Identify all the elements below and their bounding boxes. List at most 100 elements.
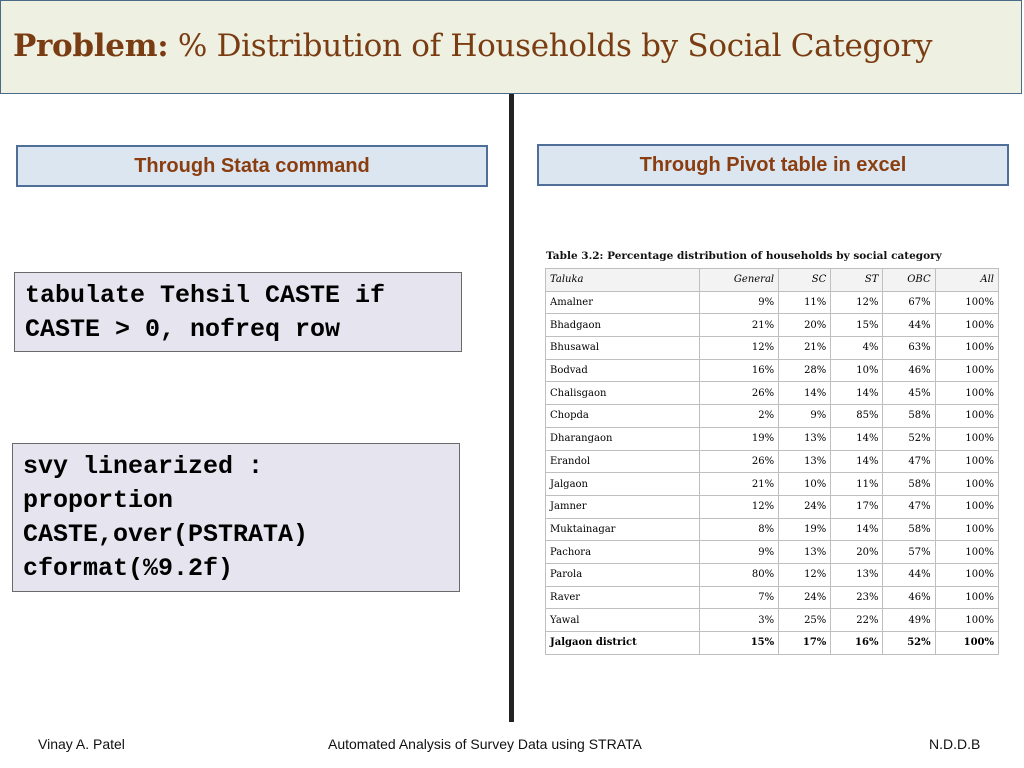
table-cell: 20% (830, 540, 884, 564)
table-cell: 7% (698, 585, 780, 610)
table-cell: 11% (830, 472, 884, 496)
table-cell: Chalisgaon (545, 381, 700, 406)
table-cell: 58% (882, 404, 936, 428)
table-cell: 85% (830, 404, 884, 428)
table-cell: 80% (698, 562, 780, 587)
table-cell: 14% (830, 517, 884, 542)
table-cell: 26% (698, 449, 780, 474)
table-cell: 100% (934, 426, 1000, 451)
table-cell: 14% (830, 449, 884, 474)
table-cell: Parola (545, 562, 700, 587)
table-cell: 100% (934, 562, 1000, 587)
footer-title: Automated Analysis of Survey Data using … (328, 736, 642, 752)
table-cell: 52% (882, 426, 936, 451)
pivot-header: Through Pivot table in excel (537, 144, 1009, 186)
footer-author: Vinay A. Patel (38, 736, 125, 752)
table-cell: 9% (778, 404, 832, 428)
title-text: % Distribution of Households by Social C… (168, 28, 933, 64)
table-cell: 100% (934, 290, 1000, 315)
table-cell: Bhusawal (545, 336, 700, 360)
table-row: Dharangaon 19% 13% 14% 52% 100% (545, 426, 1000, 451)
table-row: Chopda 2% 9% 85% 58% 100% (545, 404, 1000, 428)
table-row: Jamner 12% 24% 17% 47% 100% (545, 494, 1000, 519)
table-cell: 19% (698, 426, 780, 451)
slide-title: Problem: % Distribution of Households by… (13, 28, 932, 64)
table-cell: 24% (778, 585, 832, 610)
table-cell: 23% (830, 585, 884, 610)
table-cell: Pachora (545, 540, 700, 564)
table-cell: 13% (778, 449, 832, 474)
table-cell: 49% (882, 608, 936, 632)
table-cell: 100% (934, 381, 1000, 406)
table-cell: 21% (698, 472, 780, 496)
table-cell: 17% (830, 494, 884, 519)
table-cell: 58% (882, 472, 936, 496)
table-row: Parola 80% 12% 13% 44% 100% (545, 562, 1000, 587)
table-row: Yawal 3% 25% 22% 49% 100% (545, 608, 1000, 632)
table-cell: 25% (778, 608, 832, 632)
table-cell: 19% (778, 517, 832, 542)
table-cell: 52% (882, 631, 936, 655)
table-row: Erandol 26% 13% 14% 47% 100% (545, 449, 1000, 474)
table-cell: 100% (934, 449, 1000, 474)
table-cell: 100% (934, 358, 1000, 383)
column-header: General (698, 268, 780, 292)
column-header: All (934, 268, 1000, 292)
table-cell: 47% (882, 494, 936, 519)
table-cell: 15% (698, 631, 780, 655)
table-cell: 100% (934, 336, 1000, 360)
table-row: Amalner 9% 11% 12% 67% 100% (545, 290, 1000, 315)
table-cell: 100% (934, 494, 1000, 519)
table-cell: 22% (830, 608, 884, 632)
table-cell: 46% (882, 358, 936, 383)
table-cell: 17% (778, 631, 832, 655)
table-cell: 12% (778, 562, 832, 587)
column-header: OBC (882, 268, 936, 292)
table-cell: 100% (934, 608, 1000, 632)
table-cell: 14% (830, 381, 884, 406)
column-header: Taluka (545, 268, 700, 292)
table-cell: 2% (698, 404, 780, 428)
table-cell: 3% (698, 608, 780, 632)
table-cell: 21% (698, 313, 780, 338)
table-cell: 9% (698, 540, 780, 564)
table-cell: 45% (882, 381, 936, 406)
table-cell: 100% (934, 313, 1000, 338)
table-row: Bodvad 16% 28% 10% 46% 100% (545, 358, 1000, 383)
table-cell: 44% (882, 562, 936, 587)
table-cell: 100% (934, 585, 1000, 610)
table-cell: 20% (778, 313, 832, 338)
svy-command: svy linearized : proportion CASTE,over(P… (12, 443, 460, 592)
table-cell: 16% (698, 358, 780, 383)
table-cell: Yawal (545, 608, 700, 632)
table-body: Amalner 9% 11% 12% 67% 100% Bhadgaon 21% 20% 15% 4… (545, 290, 1000, 655)
table-cell: 15% (830, 313, 884, 338)
table-cell: Jalgaon (545, 472, 700, 496)
table-cell: 11% (778, 290, 832, 315)
tabulate-command: tabulate Tehsil CASTE if CASTE > 0, nofr… (14, 272, 462, 352)
table-cell: 46% (882, 585, 936, 610)
table-cell: Bodvad (545, 358, 700, 383)
table-cell: Dharangaon (545, 426, 700, 451)
table-cell: 21% (778, 336, 832, 360)
table-cell: 26% (698, 381, 780, 406)
table-cell: Amalner (545, 290, 700, 315)
table-cell: 13% (830, 562, 884, 587)
table-cell: 9% (698, 290, 780, 315)
table-row: Pachora 9% 13% 20% 57% 100% (545, 540, 1000, 564)
column-header: SC (778, 268, 832, 292)
table-header-row: Taluka General SC ST OBC All (545, 268, 1000, 292)
pivot-table: Taluka General SC ST OBC All Amalner 9% 11% 12% 6… (545, 268, 1000, 655)
table-row: Jalgaon 21% 10% 11% 58% 100% (545, 472, 1000, 496)
table-row: Bhadgaon 21% 20% 15% 44% 100% (545, 313, 1000, 338)
table-cell: 100% (934, 404, 1000, 428)
table-cell: 67% (882, 290, 936, 315)
table-cell: 12% (830, 290, 884, 315)
table-cell: Muktainagar (545, 517, 700, 542)
title-bold: Problem: (13, 28, 169, 64)
title-bar: Problem: % Distribution of Households by… (0, 0, 1022, 94)
footer-org: N.D.D.B (929, 736, 981, 752)
table-cell: 24% (778, 494, 832, 519)
table-cell: 12% (698, 494, 780, 519)
table-cell: 63% (882, 336, 936, 360)
